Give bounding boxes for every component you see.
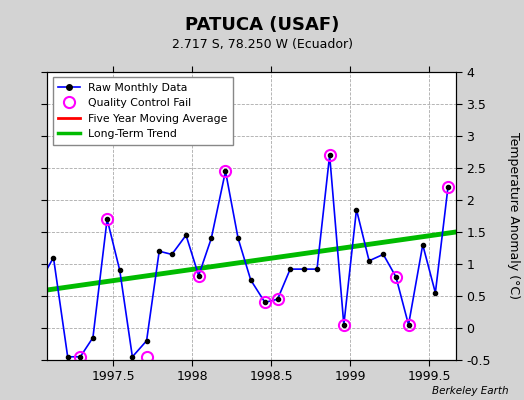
Text: Berkeley Earth: Berkeley Earth (432, 386, 508, 396)
Text: 2.717 S, 78.250 W (Ecuador): 2.717 S, 78.250 W (Ecuador) (171, 38, 353, 51)
Legend: Raw Monthly Data, Quality Control Fail, Five Year Moving Average, Long-Term Tren: Raw Monthly Data, Quality Control Fail, … (52, 78, 233, 144)
Y-axis label: Temperature Anomaly (°C): Temperature Anomaly (°C) (507, 132, 520, 300)
Text: PATUCA (USAF): PATUCA (USAF) (185, 16, 339, 34)
